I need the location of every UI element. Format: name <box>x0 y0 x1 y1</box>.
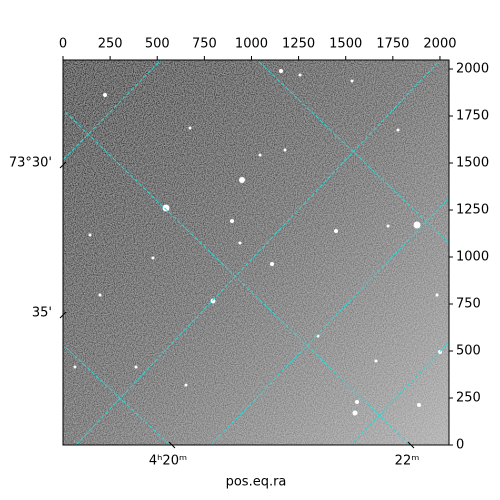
y-tick-label: 1500 <box>456 156 489 171</box>
x-axis-label: pos.eq.ra <box>226 475 287 490</box>
grid-line <box>63 60 162 161</box>
y-tick-label: 2000 <box>456 62 489 77</box>
y-tick-label: 1750 <box>456 109 489 124</box>
grid-line <box>63 344 171 445</box>
grid-line <box>75 60 441 445</box>
ra-tick <box>407 441 415 449</box>
sky-image <box>63 60 449 445</box>
y-tick-label: 1000 <box>456 250 489 265</box>
x-tick-label: 1000 <box>235 37 268 52</box>
x-tick-label: 250 <box>98 37 123 52</box>
x-tick-label: 2000 <box>423 37 456 52</box>
x-tick-label: 0 <box>59 37 67 52</box>
x-tick-label: 750 <box>192 37 217 52</box>
dec-tick-label: 35' <box>32 306 52 321</box>
grid-line <box>210 197 449 445</box>
grid-line <box>63 109 411 445</box>
y-tick-label: 0 <box>456 438 464 453</box>
dec-tick <box>59 161 67 169</box>
y-tick-label: 750 <box>456 297 481 312</box>
image-frame <box>62 59 450 446</box>
ra-tick-label: 22ᵐ <box>395 454 420 469</box>
x-tick-label: 1250 <box>282 37 315 52</box>
x-tick-label: 500 <box>145 37 170 52</box>
x-tick-label: 1500 <box>329 37 362 52</box>
y-tick-label: 500 <box>456 344 481 359</box>
coordinate-grid <box>63 60 449 445</box>
grid-line <box>350 341 449 445</box>
dec-tick <box>59 311 67 319</box>
x-tick-label: 1750 <box>376 37 409 52</box>
y-tick-label: 1250 <box>456 203 489 218</box>
ra-tick <box>168 441 176 449</box>
dec-tick-label: 73°30' <box>9 156 52 171</box>
y-tick-label: 250 <box>456 391 481 406</box>
ra-tick-label: 4ʰ20ᵐ <box>149 454 187 469</box>
